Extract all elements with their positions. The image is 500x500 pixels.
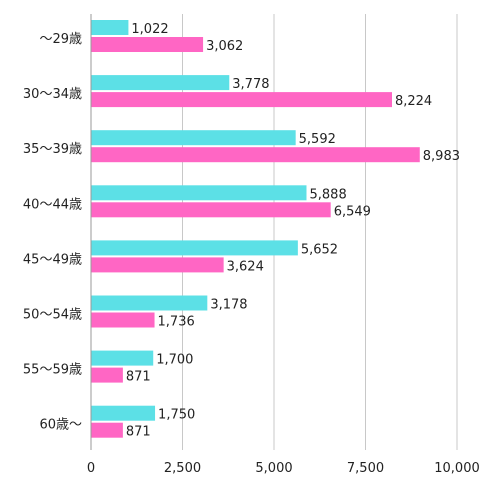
gridlines — [182, 14, 458, 450]
data-label: 8,983 — [423, 149, 460, 164]
bar-series-2 — [91, 147, 420, 163]
data-label: 3,624 — [227, 259, 264, 274]
category-label: 〜29歳 — [39, 32, 82, 47]
bar-series-2 — [91, 312, 155, 328]
category-label: 40〜44歳 — [23, 197, 82, 212]
value-labels: 1,022 3,062 3,778 8,224 5,592 8,983 5,888 6,549… — [126, 22, 460, 440]
data-label: 5,888 — [310, 187, 347, 202]
category-label: 60歳〜 — [39, 418, 82, 433]
data-label: 1,750 — [158, 408, 195, 423]
data-label: 3,062 — [206, 39, 243, 54]
bar-series-1 — [91, 130, 296, 146]
category-label: 45〜49歳 — [23, 252, 82, 267]
bar-series-1 — [91, 350, 154, 366]
data-label: 1,736 — [158, 315, 195, 330]
bar-series-1 — [91, 75, 230, 91]
data-label: 871 — [126, 370, 151, 385]
data-label: 3,778 — [232, 77, 269, 92]
category-label: 30〜34歳 — [23, 87, 82, 102]
bar-series-2 — [91, 367, 123, 383]
data-label: 3,178 — [210, 298, 247, 313]
bars — [91, 20, 420, 438]
category-label: 55〜59歳 — [23, 363, 82, 378]
bar-series-1 — [91, 405, 156, 421]
bar-series-2 — [91, 92, 392, 108]
bar-series-2 — [91, 202, 331, 218]
data-label: 8,224 — [395, 94, 432, 109]
bar-series-1 — [91, 240, 298, 256]
x-tick-label: 0 — [87, 461, 95, 476]
data-label: 6,549 — [334, 204, 371, 219]
x-tick-label: 2,500 — [164, 461, 201, 476]
bar-series-2 — [91, 422, 123, 438]
bar-series-1 — [91, 20, 129, 35]
data-label: 1,700 — [156, 353, 193, 368]
bar-series-2 — [91, 257, 224, 273]
x-tick-label: 5,000 — [255, 461, 292, 476]
bar-series-1 — [91, 185, 307, 201]
bar-series-2 — [91, 37, 204, 52]
x-tick-labels: 0 2,500 5,000 7,500 10,000 — [87, 461, 480, 476]
data-label: 5,592 — [299, 132, 336, 147]
category-labels: 〜29歳 30〜34歳 35〜39歳 40〜44歳 45〜49歳 50〜54歳 55〜59歳… — [23, 32, 82, 433]
bar-series-1 — [91, 295, 208, 311]
data-label: 871 — [126, 425, 151, 440]
data-label: 5,652 — [301, 242, 338, 257]
category-label: 50〜54歳 — [23, 308, 82, 323]
x-tick-label: 7,500 — [347, 461, 384, 476]
x-tick-label: 10,000 — [434, 461, 480, 476]
category-label: 35〜39歳 — [23, 142, 82, 157]
data-label: 1,022 — [131, 22, 168, 37]
